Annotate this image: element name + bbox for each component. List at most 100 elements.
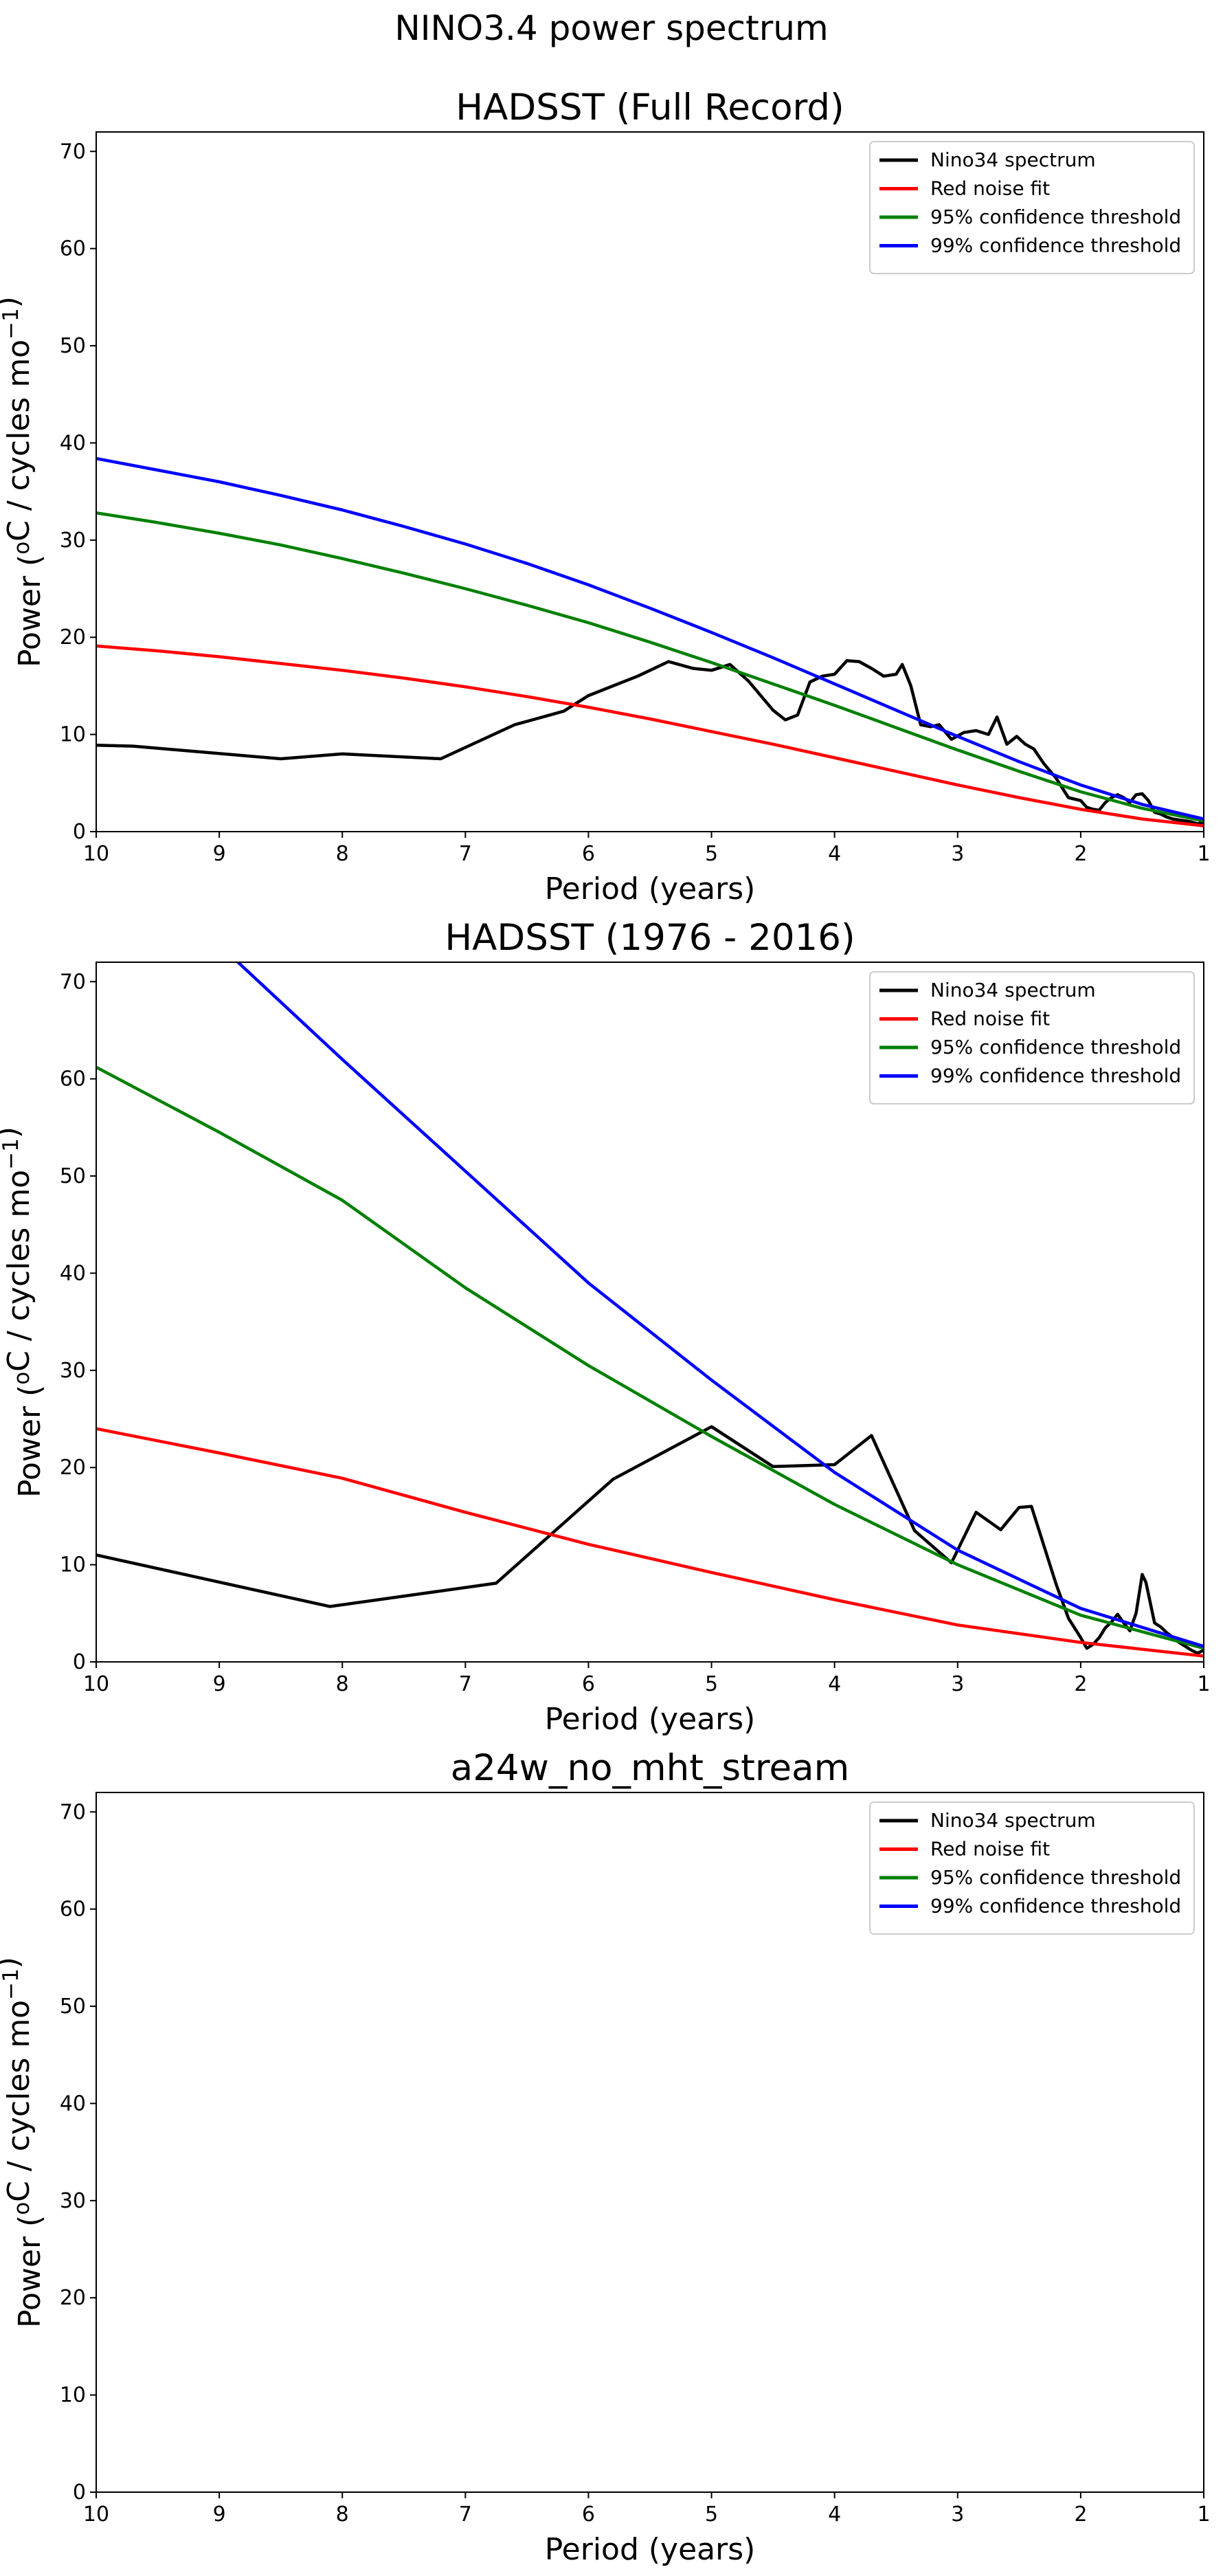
x-tick-label: 5 (705, 2502, 718, 2527)
legend-box (869, 1801, 1195, 1935)
x-tick-label: 9 (213, 1672, 226, 1696)
x-tick-label: 10 (83, 842, 109, 866)
x-tick-label: 3 (951, 1672, 964, 1696)
legend-label: 95% confidence threshold (930, 1866, 1181, 1889)
y-tick-label: 60 (60, 1067, 86, 1091)
series-95-confidence-threshold-line (96, 1065, 1204, 1650)
y-axis-label: Power (oC / cycles mo−1) (0, 1957, 47, 2328)
x-tick-label: 4 (828, 842, 841, 866)
legend-item-99-confidence-threshold: 99% confidence threshold (879, 1065, 1181, 1087)
y-tick-label: 30 (60, 529, 86, 553)
figure-title: NINO3.4 power spectrum (394, 8, 828, 48)
y-tick-label: 50 (60, 1164, 86, 1188)
legend-box (869, 971, 1195, 1104)
x-tick-label: 7 (459, 2502, 472, 2527)
series-red-noise-fit-line (96, 1427, 1204, 1658)
y-tick-label: 0 (73, 1650, 86, 1674)
plots: HADSST (Full Record)10 9 8 7 6 5 4 3 2 1010203040… (0, 87, 1211, 2567)
legend: Nino34 spectrum Red noise fit 95% confiden… (869, 141, 1195, 274)
x-tick-label: 4 (828, 2502, 841, 2527)
series-95-confidence-threshold-line (96, 511, 1204, 823)
y-tick-label: 70 (60, 140, 86, 164)
x-tick-label: 1 (1197, 1672, 1210, 1696)
x-tick-label: 9 (213, 2502, 226, 2527)
legend-label: Red noise fit (930, 1838, 1050, 1861)
legend-item-nino34-spectrum: Nino34 spectrum (879, 979, 1096, 1001)
axes-frame (96, 962, 1204, 1663)
y-tick-label: 0 (73, 820, 86, 844)
x-axis-label: Period (years) (545, 2532, 756, 2567)
chart-title: HADSST (Full Record) (456, 87, 844, 129)
series-99-confidence-threshold-line (236, 962, 1204, 1648)
legend-label: Nino34 spectrum (930, 1809, 1096, 1832)
chart-2: HADSST (1976 - 2016)10 9 8 7 6 5 4 3 2 1010203040… (0, 917, 1211, 1737)
chart-title: HADSST (1976 - 2016) (445, 917, 855, 959)
series-group (96, 962, 1204, 1658)
y-tick-label: 60 (60, 1898, 86, 1922)
x-tick-label: 4 (828, 1672, 841, 1696)
legend-item-99-confidence-threshold: 99% confidence threshold (879, 1895, 1181, 1918)
y-axis-label: Power (oC / cycles mo−1) (0, 1126, 47, 1498)
legend-item-99-confidence-threshold: 99% confidence threshold (879, 234, 1181, 257)
x-tick-label: 6 (582, 842, 595, 866)
y-tick-label: 20 (60, 2286, 86, 2310)
axes-frame (96, 1792, 1204, 2493)
y-tick-label: 0 (73, 2480, 86, 2505)
legend-item-red-noise-fit: Red noise fit (879, 1838, 1050, 1861)
legend-item-95-confidence-threshold: 95% confidence threshold (879, 1866, 1181, 1889)
axes-frame (96, 131, 1204, 832)
series-red-noise-fit-line (96, 644, 1204, 828)
y-axis-label: Power (oC / cycles mo−1) (0, 296, 47, 667)
x-axis-label: Period (years) (545, 871, 756, 907)
legend-label: 99% confidence threshold (930, 234, 1181, 257)
x-tick-label: 3 (951, 2502, 964, 2527)
x-tick-label: 5 (705, 842, 718, 866)
x-tick-label: 7 (459, 842, 472, 866)
chart-1: HADSST (Full Record)10 9 8 7 6 5 4 3 2 1010203040… (0, 87, 1211, 907)
legend-label: 95% confidence threshold (930, 206, 1181, 228)
legend: Nino34 spectrum Red noise fit 95% confiden… (869, 971, 1195, 1104)
x-tick-label: 8 (336, 2502, 349, 2527)
x-tick-label: 10 (83, 2502, 109, 2527)
y-tick-label: 40 (60, 2091, 86, 2116)
legend: Nino34 spectrum Red noise fit 95% confiden… (869, 1801, 1195, 1935)
x-tick-label: 6 (582, 2502, 595, 2527)
x-tick-label: 8 (336, 842, 349, 866)
legend-label: Red noise fit (930, 1008, 1050, 1030)
y-tick-label: 60 (60, 237, 86, 261)
series-99-confidence-threshold-line (96, 456, 1204, 821)
legend-box (869, 141, 1195, 274)
x-tick-label: 9 (213, 842, 226, 866)
y-tick-label: 70 (60, 970, 86, 994)
y-tick-label: 50 (60, 1995, 86, 2019)
y-tick-label: 20 (60, 625, 86, 649)
x-tick-label: 2 (1074, 1672, 1087, 1696)
y-tick-label: 10 (60, 1553, 86, 1577)
legend-item-nino34-spectrum: Nino34 spectrum (879, 148, 1096, 171)
x-tick-label: 6 (582, 1672, 595, 1696)
x-tick-label: 2 (1074, 842, 1087, 866)
series-group (96, 456, 1204, 828)
series-nino34-spectrum-line (96, 1425, 1204, 1655)
x-tick-label: 8 (336, 1672, 349, 1696)
x-tick-label: 10 (83, 1672, 109, 1696)
x-tick-label: 2 (1074, 2502, 1087, 2527)
y-tick-label: 10 (60, 2384, 86, 2408)
legend-item-nino34-spectrum: Nino34 spectrum (879, 1809, 1096, 1832)
legend-label: Red noise fit (930, 177, 1050, 200)
chart-title: a24w_no_mht_stream (451, 1747, 850, 1789)
legend-item-red-noise-fit: Red noise fit (879, 1008, 1050, 1030)
legend-label: 99% confidence threshold (930, 1065, 1181, 1087)
legend-label: 95% confidence threshold (930, 1036, 1181, 1058)
y-tick-label: 30 (60, 1359, 86, 1383)
legend-label: Nino34 spectrum (930, 979, 1096, 1001)
legend-label: 99% confidence threshold (930, 1895, 1181, 1918)
x-axis-label: Period (years) (545, 1702, 756, 1737)
y-tick-label: 30 (60, 2189, 86, 2213)
y-tick-label: 40 (60, 431, 86, 455)
legend-item-95-confidence-threshold: 95% confidence threshold (879, 1036, 1181, 1058)
x-tick-label: 1 (1197, 2502, 1210, 2527)
